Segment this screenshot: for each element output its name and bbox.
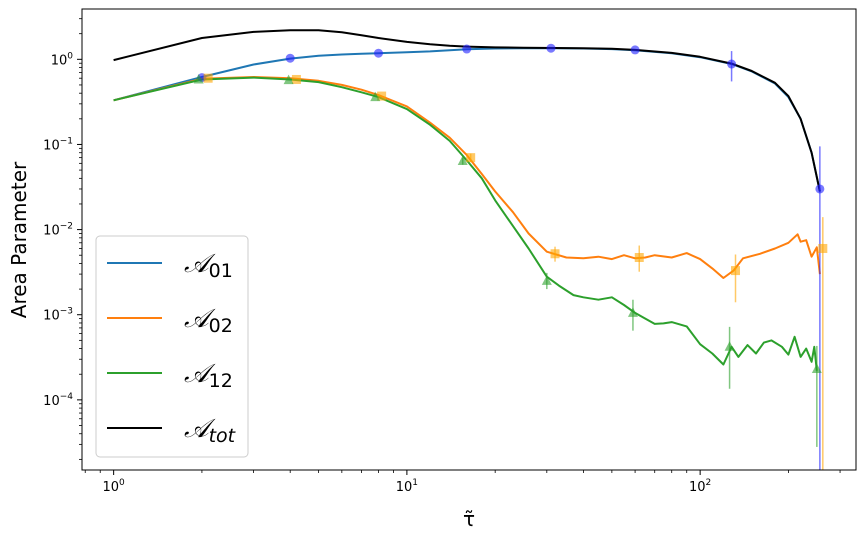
y-tick-label: 10−2 [43,222,73,239]
y-tick-label: 10−1 [43,136,73,153]
marker-square [377,91,387,101]
marker-triangle [541,275,552,285]
marker-square [550,249,560,259]
marker-square [203,73,213,83]
marker-triangle [627,307,638,317]
marker-triangle [283,74,294,85]
marker-circle [727,59,737,69]
legend-label: 𝒜tot [184,414,237,447]
axis-ticks: 100 101 102 10−4 10−3 10−2 10−1 100 [43,18,841,495]
marker-square [818,243,828,253]
x-axis-label: τ̃ [463,507,475,531]
marker-triangle [193,73,204,84]
marker-circle [373,48,383,58]
marker-circle [815,184,825,194]
marker-circle [630,45,640,55]
series-group [113,29,828,470]
marker-square [466,153,476,163]
y-tick-label: 10−4 [43,392,73,409]
marker-triangle [457,155,468,165]
marker-triangle [724,341,735,351]
axes-frame [81,8,857,471]
marker-triangle [370,91,381,102]
series-line-a02 [113,76,821,279]
y-tick-label: 10−3 [43,307,73,324]
series-line-atot [113,29,821,192]
marker-circle [546,43,556,53]
x-tick-label: 101 [396,478,418,495]
marker-circle [285,53,295,63]
x-tick-label: 100 [103,478,126,495]
marker-square [634,253,644,263]
marker-square [731,266,741,276]
y-axis-label: Area Parameter [7,161,31,318]
marker-circle [462,44,472,54]
plot-area [113,29,828,470]
y-tick-label: 100 [51,51,74,68]
series-line-a12 [113,76,818,371]
marker-square [291,74,301,84]
marker-triangle [811,363,822,374]
legend-box [95,235,249,458]
x-tick-label: 102 [689,478,711,495]
